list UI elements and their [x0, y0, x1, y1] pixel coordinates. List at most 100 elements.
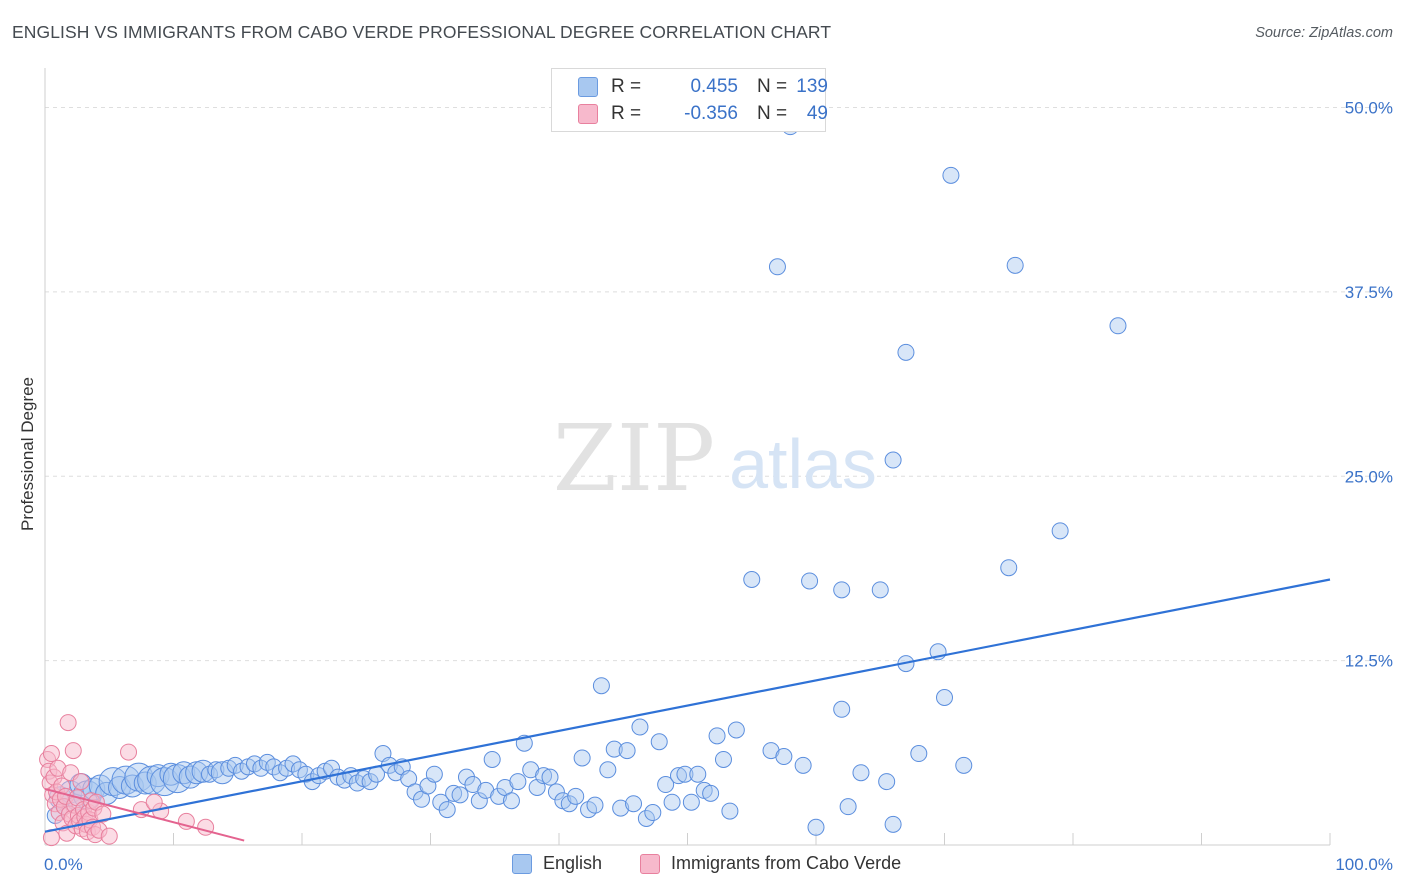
- english-point: [490, 787, 508, 805]
- y-tick-label: 37.5%: [1345, 283, 1393, 302]
- english-point: [833, 581, 851, 599]
- cabo-verde-point: [94, 805, 112, 823]
- cabo-verde-point: [145, 793, 163, 811]
- english-point: [1109, 317, 1127, 335]
- english-point: [172, 761, 196, 785]
- watermark: ZIP atlas: [553, 405, 877, 512]
- axes: [44, 68, 1331, 846]
- legend-r-value: 0.455: [690, 76, 738, 97]
- legend-n-label: N =: [757, 103, 788, 124]
- english-point: [612, 799, 630, 817]
- y-axis-label: Professional Degree: [18, 376, 37, 532]
- english-point: [573, 749, 591, 767]
- english-point: [644, 804, 662, 822]
- english-point: [702, 784, 720, 802]
- english-point: [852, 764, 870, 782]
- y-tick-label: 25.0%: [1345, 467, 1393, 486]
- english-point: [682, 793, 700, 811]
- x-tick-label: 100.0%: [1335, 855, 1393, 874]
- english-point: [936, 689, 953, 706]
- english-point: [871, 581, 889, 599]
- legend-n-value: 49: [806, 103, 828, 124]
- english-point: [833, 700, 851, 718]
- english-point: [884, 451, 902, 469]
- cabo-verde-point: [100, 827, 118, 845]
- english-point: [425, 765, 443, 783]
- english-point: [768, 258, 786, 276]
- legend-swatch-english: [578, 77, 598, 97]
- cabo-verde-trend-line: [44, 787, 245, 842]
- english-point: [438, 801, 456, 819]
- english-point: [689, 765, 707, 783]
- series-legend: English Immigrants from Cabo Verde: [0, 853, 1406, 877]
- watermark-atlas: atlas: [729, 425, 877, 503]
- english-point: [547, 783, 565, 801]
- y-tick-labels: 12.5% 25.0% 37.5% 50.0%: [1345, 99, 1393, 671]
- english-point: [676, 765, 694, 783]
- english-point: [1000, 559, 1018, 577]
- english-point: [631, 718, 649, 736]
- english-point: [807, 818, 825, 836]
- english-point: [599, 761, 617, 779]
- legend-n-label: N =: [757, 76, 788, 97]
- english-point: [801, 572, 819, 590]
- english-point: [470, 792, 488, 810]
- stats-legend: R = 0.455 N = 139 R = -0.356 N = 49: [551, 68, 828, 132]
- english-point: [284, 755, 302, 773]
- cabo-verde-point: [72, 773, 90, 791]
- english-point: [708, 727, 726, 745]
- english-point: [839, 798, 857, 816]
- english-point: [226, 756, 244, 774]
- english-point: [897, 343, 915, 361]
- legend-label-english: English: [543, 853, 603, 873]
- legend-swatch-cabo-verde: [578, 104, 598, 124]
- english-point: [535, 767, 553, 785]
- english-point: [727, 721, 745, 739]
- english-point: [714, 750, 732, 768]
- english-point: [775, 748, 793, 765]
- english-point: [663, 793, 681, 811]
- english-point: [124, 762, 154, 792]
- english-point: [884, 815, 902, 833]
- chart-title: ENGLISH VS IMMIGRANTS FROM CABO VERDE PR…: [12, 22, 832, 42]
- english-point: [878, 773, 896, 791]
- english-point: [98, 767, 128, 797]
- english-point: [650, 733, 668, 751]
- trend-lines: [44, 578, 1331, 842]
- legend-r-label: R =: [611, 76, 642, 97]
- english-point: [618, 742, 636, 760]
- english-point: [162, 764, 192, 794]
- english-point: [509, 773, 527, 791]
- x-tick-label: 0.0%: [44, 855, 83, 874]
- grid-lines: [45, 107, 1392, 662]
- english-point: [743, 571, 761, 588]
- english-point: [1051, 522, 1069, 540]
- legend-r-label: R =: [611, 103, 642, 124]
- english-point: [541, 768, 559, 786]
- english-point: [605, 740, 623, 758]
- y-tick-label: 50.0%: [1345, 99, 1393, 118]
- english-point: [207, 761, 225, 779]
- watermark-zip: ZIP: [553, 405, 715, 512]
- english-point: [567, 787, 585, 805]
- x-tick-labels: 0.0% 100.0%: [44, 855, 1393, 874]
- legend-label-cabo-verde: Immigrants from Cabo Verde: [671, 853, 902, 873]
- legend-n-value: 139: [796, 76, 828, 97]
- cabo-verde-point: [59, 714, 77, 732]
- english-point: [910, 745, 928, 763]
- english-point: [483, 750, 501, 768]
- english-trend-line: [44, 578, 1331, 833]
- english-point: [1006, 256, 1024, 274]
- y-tick-label: 12.5%: [1345, 652, 1393, 671]
- source-note: Source: ZipAtlas.com: [1255, 25, 1393, 41]
- english-point: [502, 792, 520, 810]
- english-point: [637, 809, 655, 827]
- english-point: [252, 759, 270, 777]
- english-point: [445, 784, 463, 802]
- english-point: [108, 775, 132, 799]
- english-point: [159, 762, 183, 786]
- english-point: [592, 677, 610, 695]
- english-point: [721, 802, 739, 820]
- english-point: [111, 765, 141, 795]
- english-point: [586, 796, 604, 814]
